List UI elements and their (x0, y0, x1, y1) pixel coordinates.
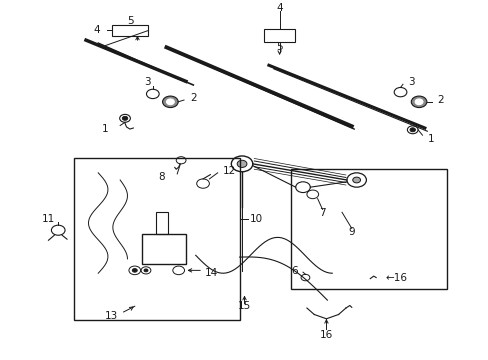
Circle shape (410, 96, 426, 108)
Text: 11: 11 (42, 214, 55, 224)
Circle shape (132, 269, 137, 272)
Text: 4: 4 (276, 3, 283, 13)
Text: 5: 5 (126, 16, 133, 26)
Bar (142, 234, 185, 264)
Circle shape (237, 160, 246, 167)
Text: 5: 5 (276, 42, 283, 52)
Text: 1: 1 (427, 134, 433, 144)
Text: 13: 13 (105, 311, 118, 321)
Circle shape (352, 177, 360, 183)
Circle shape (122, 116, 127, 120)
Text: 12: 12 (222, 166, 235, 176)
Text: 14: 14 (204, 268, 217, 278)
Text: 7: 7 (319, 208, 325, 218)
Circle shape (144, 269, 148, 272)
Text: 8: 8 (158, 172, 164, 183)
Bar (264, 30, 295, 42)
Text: 1: 1 (102, 124, 109, 134)
Text: 4: 4 (94, 26, 101, 35)
Bar (290, 169, 446, 289)
Text: 3: 3 (143, 77, 150, 87)
Text: 3: 3 (407, 77, 414, 87)
Text: 2: 2 (437, 95, 443, 105)
Circle shape (414, 99, 422, 105)
Circle shape (162, 96, 178, 108)
Bar (156, 212, 167, 234)
Text: 9: 9 (348, 227, 354, 237)
Text: 16: 16 (319, 330, 332, 340)
Circle shape (409, 128, 415, 132)
Text: 6: 6 (291, 266, 297, 276)
Bar (74, 158, 239, 320)
Text: 2: 2 (189, 93, 196, 103)
Bar (112, 25, 148, 36)
Text: 15: 15 (237, 301, 251, 311)
Circle shape (166, 99, 174, 105)
Text: ←16: ←16 (385, 273, 407, 283)
Text: 10: 10 (249, 215, 262, 224)
